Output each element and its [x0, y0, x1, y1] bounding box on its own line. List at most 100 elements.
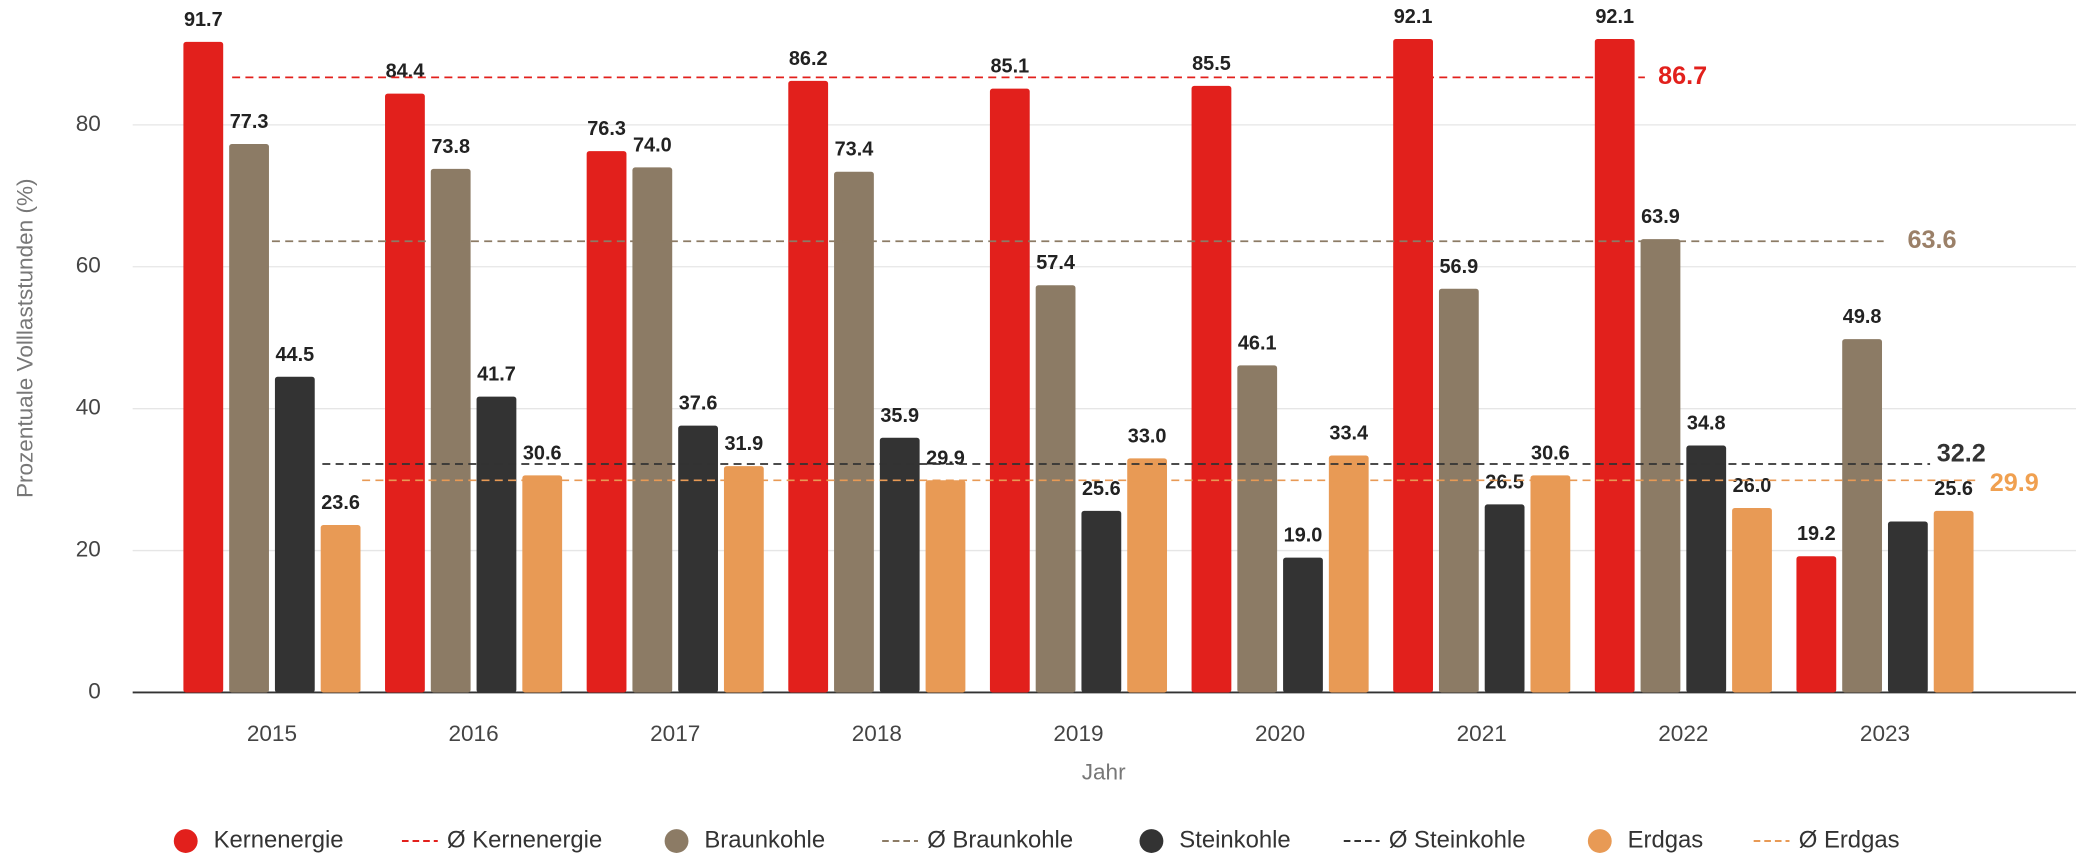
bar [989, 88, 1030, 693]
legend-label: Ø Steinkohle [1389, 826, 1526, 853]
x-axis-label: Jahr [1082, 759, 1126, 784]
value-label: 91.7 [184, 9, 223, 31]
bar [1081, 510, 1122, 693]
value-label: 77.3 [230, 111, 269, 133]
value-label: 46.1 [1238, 332, 1277, 354]
legend-label: Ø Braunkohle [927, 826, 1073, 853]
x-tick-label: 2017 [650, 721, 700, 746]
value-label: 49.8 [1843, 306, 1882, 328]
value-label: 26.5 [1485, 471, 1524, 493]
value-label: 25.6 [1082, 478, 1121, 500]
value-label: 33.4 [1329, 423, 1368, 445]
legend-marker [173, 829, 198, 853]
bar [1484, 504, 1525, 693]
legend-label: Kernenergie [214, 826, 344, 853]
value-label: 85.5 [1192, 53, 1231, 75]
bar [1686, 445, 1727, 693]
value-label: 29.9 [926, 447, 965, 469]
x-tick-label: 2023 [1860, 721, 1910, 746]
value-label: 19.2 [1797, 523, 1836, 545]
legend-marker [1587, 829, 1612, 853]
value-label: 85.1 [990, 56, 1029, 78]
bar [1035, 285, 1076, 693]
x-tick-label: 2022 [1658, 721, 1708, 746]
bar [1530, 475, 1571, 693]
bar [788, 80, 829, 693]
bar [476, 396, 517, 693]
value-label: 37.6 [679, 393, 718, 415]
value-label: 92.1 [1595, 6, 1634, 28]
value-label: 84.4 [386, 61, 425, 83]
y-tick-label: 80 [76, 111, 101, 136]
bar [1127, 458, 1168, 693]
y-tick-label: 0 [88, 678, 101, 703]
bar [632, 167, 673, 693]
x-tick-label: 2020 [1255, 721, 1305, 746]
value-label: 73.8 [431, 136, 470, 158]
value-label: 44.5 [275, 344, 314, 366]
bar [1796, 556, 1837, 693]
value-label: 26.0 [1733, 475, 1772, 497]
average-label: 86.7 [1658, 62, 1707, 90]
bar [1283, 557, 1323, 693]
bar [522, 475, 563, 693]
legend-marker [1139, 829, 1164, 853]
value-label: 19.0 [1284, 525, 1323, 547]
value-label: 25.6 [1934, 478, 1973, 500]
y-axis-label: Prozentuale Volllaststunden (%) [12, 178, 37, 498]
bar [320, 525, 361, 693]
bar [1191, 85, 1232, 693]
bar [1887, 521, 1928, 693]
value-label: 76.3 [587, 118, 626, 140]
bar [229, 144, 269, 693]
y-tick-label: 40 [76, 395, 101, 420]
x-tick-label: 2015 [247, 721, 297, 746]
bar [1842, 339, 1883, 693]
bar [1438, 288, 1479, 693]
x-tick-label: 2016 [448, 721, 498, 746]
value-label: 56.9 [1440, 256, 1479, 278]
bar [430, 168, 471, 693]
legend-label: Steinkohle [1179, 826, 1290, 853]
value-label: 63.9 [1641, 206, 1680, 228]
value-label: 23.6 [321, 492, 360, 514]
bar [723, 466, 764, 693]
value-label: 57.4 [1036, 252, 1075, 274]
value-label: 74.0 [633, 134, 672, 156]
average-label: 63.6 [1908, 226, 1957, 254]
bar [183, 41, 224, 693]
bar [1237, 365, 1278, 693]
y-tick-label: 60 [76, 253, 101, 278]
value-label: 30.6 [523, 442, 562, 464]
bar [1328, 455, 1369, 693]
bar [1732, 507, 1772, 693]
bar [1393, 39, 1433, 693]
y-tick-label: 20 [76, 537, 101, 562]
value-label: 92.1 [1394, 6, 1433, 28]
bar [586, 151, 627, 693]
x-tick-label: 2018 [852, 721, 902, 746]
legend-label: Ø Erdgas [1799, 826, 1900, 853]
bar [1933, 510, 1974, 693]
value-label: 34.8 [1687, 413, 1726, 435]
bar [1640, 239, 1681, 693]
bar [385, 93, 425, 693]
value-label: 31.9 [725, 433, 764, 455]
average-label: 29.9 [1990, 469, 2039, 497]
bar [1594, 39, 1635, 693]
x-tick-label: 2019 [1053, 721, 1103, 746]
x-tick-label: 2021 [1457, 721, 1507, 746]
bar [925, 480, 966, 693]
value-label: 35.9 [880, 405, 919, 427]
value-label: 41.7 [477, 364, 516, 386]
bar [834, 171, 874, 693]
legend-label: Erdgas [1628, 826, 1704, 853]
legend-label: Braunkohle [704, 826, 825, 853]
bar [678, 425, 718, 693]
value-label: 33.0 [1128, 425, 1167, 447]
value-label: 30.6 [1531, 442, 1570, 464]
bar [879, 437, 920, 693]
average-label: 32.2 [1937, 439, 1986, 467]
